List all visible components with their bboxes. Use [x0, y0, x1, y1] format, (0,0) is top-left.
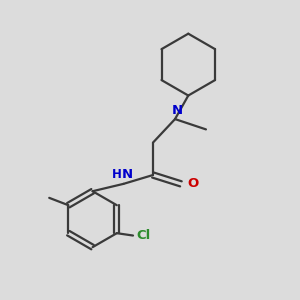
Text: Cl: Cl	[136, 229, 151, 242]
Text: N: N	[172, 104, 183, 117]
Text: N: N	[122, 168, 133, 181]
Text: H: H	[112, 168, 122, 181]
Text: O: O	[188, 177, 199, 190]
